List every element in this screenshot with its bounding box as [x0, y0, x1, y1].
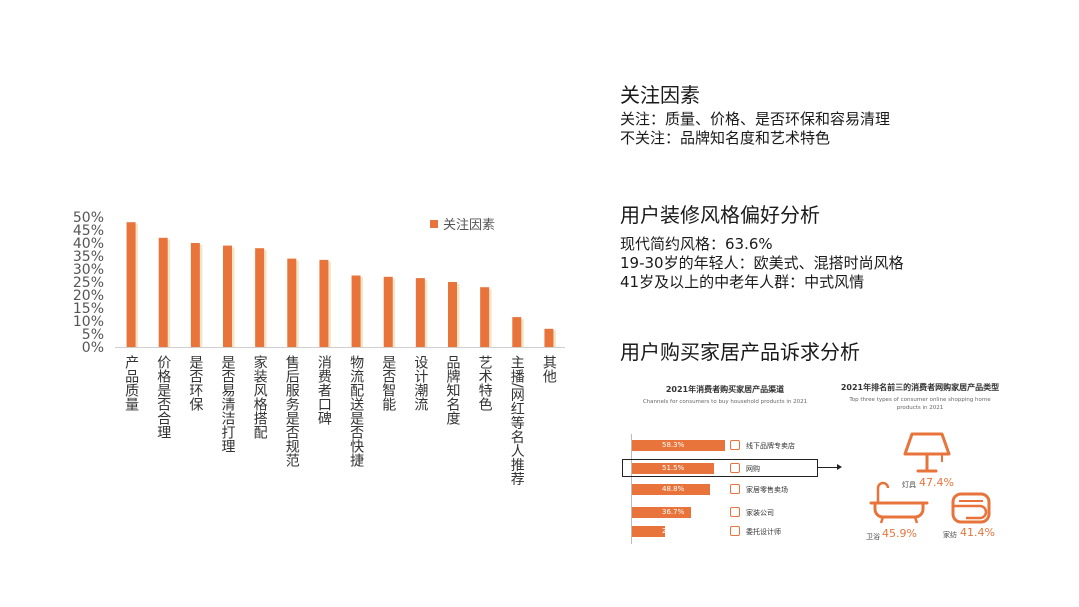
channel-bar: 36.7% — [632, 507, 691, 518]
channel-value: 51.5% — [662, 464, 685, 472]
y-tick-label: 45% — [73, 223, 104, 239]
bar — [480, 287, 490, 347]
channel-value: 20.6% — [662, 527, 685, 535]
product-types-title: 2021年排名前三的消费者网购家居产品类型 — [840, 383, 1000, 392]
x-tick-label: 家装风格搭配 — [252, 354, 268, 439]
channel-bar: 20.6% — [632, 526, 684, 537]
bar — [383, 276, 393, 347]
product-type-value: 41.4% — [960, 526, 995, 539]
y-tick-label: 0% — [82, 340, 104, 356]
purchase-infographic: 2021年消费者购买家居产品渠道 Channels for consumers … — [610, 376, 1030, 556]
bar — [190, 243, 200, 347]
y-tick-label: 20% — [73, 288, 104, 304]
x-tick-label: 设计潮流 — [412, 355, 428, 412]
bar — [544, 328, 554, 347]
legend-label: 关注因素 — [443, 218, 495, 233]
product-type-label: 家纺 — [943, 531, 957, 539]
bathtub-icon — [869, 481, 929, 524]
channel-label: 委托设计师 — [746, 528, 781, 536]
channel-bar: 48.8% — [632, 484, 710, 495]
x-tick-label: 是否环保 — [187, 355, 203, 411]
highlight-box — [622, 459, 818, 477]
x-tick-label: 是否智能 — [380, 355, 396, 412]
focus-line: 关注：质量、价格、是否环保和容易清理 — [620, 110, 891, 128]
bar — [223, 245, 232, 347]
bar — [158, 237, 168, 347]
style-text: 现代简约风格：63.6% 19-30岁的年轻人：欧美式、混搭时尚风格 41岁及以… — [620, 235, 904, 292]
lamp-icon — [903, 432, 951, 473]
x-tick-label: 消费者口碑 — [316, 355, 332, 425]
y-tick-label: 25% — [73, 275, 104, 291]
store-icon — [730, 440, 740, 450]
designer-icon — [730, 526, 740, 536]
product-types-subtitle: Top three types of consumer online shopp… — [849, 397, 991, 411]
product-type-value: 45.9% — [882, 527, 917, 540]
bar — [351, 275, 361, 347]
x-tick-label: 艺术特色 — [477, 355, 493, 411]
style-title: 用户装修风格偏好分析 — [620, 203, 820, 227]
arrow-line — [818, 467, 838, 468]
x-tick-label: 价格是否合理 — [155, 355, 171, 439]
bar — [512, 317, 522, 347]
channel-label: 家居零售卖场 — [746, 486, 788, 494]
x-tick-label: 主播/网红等名人推荐 — [509, 355, 525, 486]
mall-icon — [730, 484, 740, 494]
x-tick-label: 品牌知名度 — [445, 355, 461, 425]
y-tick-label: 50% — [73, 210, 104, 226]
bar — [255, 248, 265, 347]
arrow-head-icon — [837, 464, 842, 470]
x-tick-label: 其他 — [541, 355, 557, 384]
demand-title: 用户购买家居产品诉求分析 — [620, 340, 860, 364]
product-type-label: 灯具 — [902, 481, 916, 489]
x-tick-label: 物流配送是否快捷 — [348, 355, 364, 468]
towel-icon — [951, 492, 991, 524]
style-line: 19-30岁的年轻人：欧美式、混搭时尚风格 — [620, 254, 904, 272]
bar — [319, 259, 329, 347]
channel-value: 48.8% — [662, 485, 685, 493]
bar — [415, 278, 425, 347]
style-line: 现代简约风格：63.6% — [620, 235, 773, 253]
channels-axis — [631, 434, 632, 544]
bar-chart: 50%45%40%35%30%25%20%15%10%5%0% 产品质量 价格是否合… — [73, 210, 565, 486]
y-tick-label: 15% — [73, 301, 104, 317]
channel-value: 58.3% — [662, 441, 685, 449]
channel-value: 36.7% — [662, 508, 685, 516]
focus-title: 关注因素 — [620, 83, 700, 107]
product-type-value: 47.4% — [919, 476, 954, 489]
channel-bar: 51.5% — [632, 463, 714, 474]
x-tick-label: 产品质量 — [123, 355, 139, 411]
y-tick-label: 30% — [73, 262, 104, 278]
focus-text: 关注：质量、价格、是否环保和容易清理 不关注：品牌知名度和艺术特色 — [620, 110, 890, 148]
legend-swatch — [430, 220, 438, 228]
bar — [287, 258, 297, 347]
channel-label: 家装公司 — [746, 509, 774, 517]
x-tick-label: 是否易清洁打理 — [220, 355, 236, 453]
channel-label: 网购 — [746, 465, 760, 473]
y-tick-label: 10% — [73, 314, 104, 330]
channels-title: 2021年消费者购买家居产品渠道 — [665, 385, 785, 394]
bar — [448, 282, 457, 347]
channel-bar: 58.3% — [632, 440, 725, 451]
channel-label: 线下品牌专卖店 — [746, 442, 795, 450]
building-icon — [730, 507, 740, 517]
y-tick-label: 35% — [73, 249, 104, 265]
product-type-label: 卫浴 — [866, 533, 880, 541]
channels-subtitle: Channels for consumers to buy household … — [642, 399, 808, 405]
style-line: 41岁及以上的中老年人群：中式风情 — [620, 273, 865, 291]
y-tick-label: 40% — [73, 236, 104, 252]
x-tick-label: 售后服务是否规范 — [284, 355, 300, 468]
bar — [126, 222, 136, 347]
y-tick-label: 5% — [82, 327, 104, 343]
monitor-icon — [730, 463, 740, 473]
focus-line: 不关注：品牌知名度和艺术特色 — [620, 129, 831, 147]
